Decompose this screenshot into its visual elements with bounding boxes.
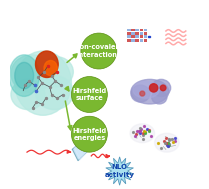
Text: Hirshfeld
surface: Hirshfeld surface (72, 88, 106, 101)
Ellipse shape (36, 76, 73, 110)
Bar (135, 29, 139, 31)
Polygon shape (106, 157, 133, 185)
Bar (140, 39, 143, 42)
Ellipse shape (152, 91, 167, 104)
Bar (131, 35, 135, 38)
Circle shape (71, 116, 107, 152)
Bar (140, 32, 143, 35)
Bar (135, 35, 139, 38)
Ellipse shape (36, 51, 58, 77)
Ellipse shape (130, 124, 155, 143)
Ellipse shape (44, 60, 57, 76)
Bar (144, 29, 147, 31)
Polygon shape (74, 141, 88, 160)
Text: Non-covalent
Interactions: Non-covalent Interactions (74, 44, 124, 58)
Ellipse shape (9, 55, 39, 96)
Text: NLO
activity: NLO activity (105, 164, 135, 178)
Bar (131, 32, 135, 35)
Ellipse shape (133, 81, 159, 98)
Ellipse shape (15, 51, 71, 115)
Ellipse shape (155, 133, 179, 152)
Bar (144, 39, 147, 42)
Circle shape (81, 33, 117, 69)
Ellipse shape (152, 79, 171, 96)
Bar (135, 39, 139, 42)
Ellipse shape (131, 79, 169, 104)
Ellipse shape (11, 79, 45, 110)
Bar (144, 35, 147, 38)
Bar (140, 29, 143, 31)
Circle shape (160, 85, 166, 91)
Ellipse shape (131, 85, 150, 102)
Bar (131, 39, 135, 42)
Polygon shape (72, 140, 89, 161)
Bar (148, 36, 150, 37)
Bar (140, 35, 143, 38)
Circle shape (71, 77, 107, 112)
Ellipse shape (15, 62, 34, 89)
Bar (127, 32, 131, 35)
Ellipse shape (11, 55, 52, 93)
Bar (144, 32, 147, 35)
Bar (127, 35, 131, 38)
Text: Hirshfeld
energies: Hirshfeld energies (72, 128, 106, 141)
Bar (135, 32, 139, 35)
Circle shape (149, 84, 158, 92)
Bar (127, 29, 131, 31)
Bar (131, 29, 135, 31)
Ellipse shape (39, 57, 73, 87)
Bar (127, 39, 131, 42)
Circle shape (140, 91, 145, 96)
